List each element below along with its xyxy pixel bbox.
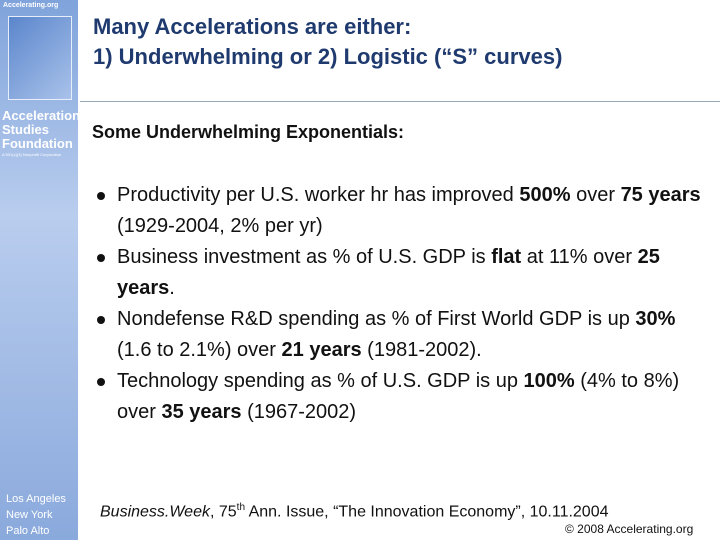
- bullet-item: Technology spending as % of U.S. GDP is …: [97, 366, 702, 428]
- citation: Business.Week, 75th Ann. Issue, “The Inn…: [100, 502, 609, 521]
- footer: © 2008 Accelerating.org: [565, 522, 694, 536]
- text-run: over: [570, 184, 621, 206]
- bullet-item: Nondefense R&D spending as % of First Wo…: [97, 304, 702, 366]
- logo: [8, 16, 72, 100]
- bullet-list: Productivity per U.S. worker hr has impr…: [97, 180, 702, 428]
- title-line: Many Accelerations are either:: [93, 14, 412, 39]
- divider: [80, 101, 720, 102]
- text-run: 25 years: [117, 246, 666, 299]
- bullet-dot: [97, 254, 105, 262]
- bullet-dot: [97, 378, 105, 386]
- text-run: Nondefense R&D spending as % of First Wo…: [117, 308, 636, 330]
- text-run: Technology spending as % of U.S. GDP is …: [117, 370, 524, 392]
- bullet-item: Productivity per U.S. worker hr has impr…: [97, 180, 702, 242]
- text-run: 30%: [635, 308, 676, 330]
- sidebar: Accelerating.org Acceleration Studies Fo…: [0, 0, 80, 540]
- text-run: 100%: [523, 370, 575, 392]
- text-run: (1929-2004, 2% per yr): [117, 184, 707, 237]
- location: Palo Alto: [6, 525, 50, 537]
- text-run: th: [236, 502, 246, 513]
- location: Los Angeles: [6, 493, 66, 505]
- text-run: (1981-2002).: [361, 339, 482, 361]
- text-run: (1967-2002): [241, 401, 357, 423]
- org-line: Studies: [2, 122, 49, 137]
- text-run: (4% to 8%) over: [117, 370, 685, 423]
- text-run: , 75: [209, 503, 237, 521]
- text-run: (1.6 to 2.1%) over: [117, 308, 681, 361]
- text-run: 75 years: [620, 184, 701, 206]
- bullet-dot: [97, 316, 105, 324]
- org-note: A 501(c)(3) Nonprofit Corporation: [2, 152, 62, 157]
- bullet-dot: [97, 192, 105, 200]
- text-run: 500%: [519, 184, 571, 206]
- title-line: 1) Underwhelming or 2) Logistic (“S” cur…: [93, 44, 563, 69]
- org-line: Foundation: [2, 136, 73, 151]
- subtitle: Some Underwhelming Exponentials:: [92, 122, 405, 142]
- text-run: Business.Week: [100, 503, 210, 521]
- text-run: 35 years: [161, 401, 242, 423]
- logo-text: Accelerating.org: [3, 2, 59, 9]
- text-run: .: [169, 277, 175, 299]
- text-run: Business investment as % of U.S. GDP is: [117, 246, 492, 268]
- text-run: flat: [491, 246, 522, 268]
- text-run: 21 years: [281, 339, 362, 361]
- text-run: Ann. Issue, “The Innovation Economy”, 10…: [245, 503, 609, 521]
- bullet-item: Business investment as % of U.S. GDP is …: [97, 242, 702, 304]
- org-line: Acceleration: [2, 108, 81, 123]
- location: New York: [6, 509, 53, 521]
- title: Many Accelerations are either: 1) Underw…: [93, 12, 562, 72]
- text-run: Productivity per U.S. worker hr has impr…: [117, 184, 520, 206]
- text-run: at 11% over: [521, 246, 638, 268]
- org-name: Acceleration Studies Foundation: [2, 109, 80, 151]
- locations: Los Angeles New York Palo Alto: [6, 491, 66, 539]
